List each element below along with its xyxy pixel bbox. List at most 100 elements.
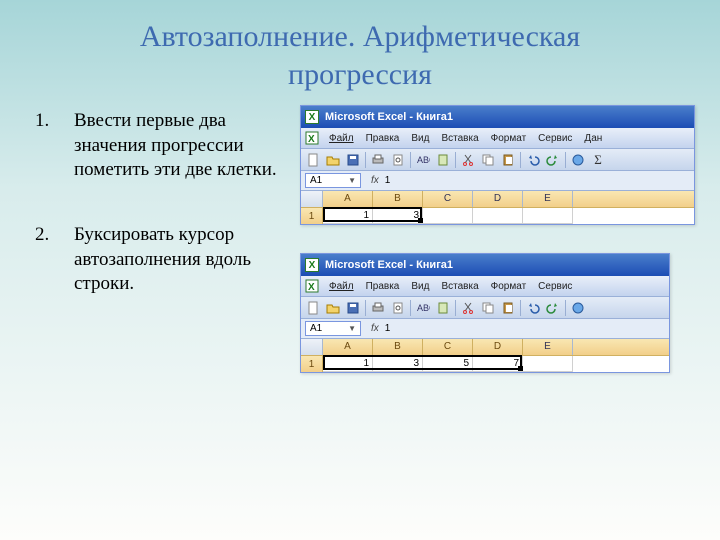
steps-list: Ввести первые два значения прогрессии по… — [20, 109, 300, 297]
research-icon[interactable] — [434, 299, 452, 317]
formula-value[interactable]: 1 — [385, 323, 391, 334]
hyperlink-icon[interactable] — [569, 151, 587, 169]
menu-view[interactable]: Вид — [406, 280, 434, 293]
spreadsheet-grid[interactable]: A B C D E 1 1 3 — [301, 191, 694, 224]
spelling-icon[interactable]: ABC — [414, 151, 432, 169]
cell[interactable] — [473, 208, 523, 224]
name-box[interactable]: A1▼ — [305, 321, 361, 336]
preview-icon[interactable] — [389, 299, 407, 317]
excel-app-icon: X — [305, 110, 319, 124]
col-header[interactable]: B — [373, 191, 423, 207]
col-header[interactable]: C — [423, 191, 473, 207]
select-all-corner[interactable] — [301, 339, 323, 355]
paste-icon[interactable] — [499, 151, 517, 169]
open-icon[interactable] — [324, 151, 342, 169]
col-header[interactable]: E — [523, 339, 573, 355]
new-icon[interactable] — [304, 299, 322, 317]
toolbar-separator — [565, 152, 566, 168]
cell[interactable]: 3 — [373, 356, 423, 372]
name-box[interactable]: A1▼ — [305, 173, 361, 188]
menu-edit[interactable]: Правка — [361, 280, 405, 293]
hyperlink-icon[interactable] — [569, 299, 587, 317]
menu-format[interactable]: Формат — [486, 132, 532, 145]
menubar: X Файл Правка Вид Вставка Формат Сервис — [301, 276, 669, 297]
window-titlebar: X Microsoft Excel - Книга1 — [301, 254, 669, 276]
window-title: Microsoft Excel - Книга1 — [325, 259, 453, 271]
toolbar-separator — [455, 152, 456, 168]
column-headers: A B C D E — [301, 191, 694, 208]
dropdown-icon[interactable]: ▼ — [348, 176, 356, 185]
open-icon[interactable] — [324, 299, 342, 317]
svg-text:ABC: ABC — [417, 303, 430, 313]
menu-format[interactable]: Формат — [486, 280, 532, 293]
preview-icon[interactable] — [389, 151, 407, 169]
excel-app-icon: X — [305, 258, 319, 272]
cell[interactable]: 3 — [373, 208, 423, 224]
screenshots-column: X Microsoft Excel - Книга1 X Файл Правка… — [300, 101, 700, 401]
formula-bar: A1▼ fx 1 — [301, 319, 669, 339]
cell[interactable] — [523, 356, 573, 372]
print-icon[interactable] — [369, 151, 387, 169]
menu-edit[interactable]: Правка — [361, 132, 405, 145]
menu-insert[interactable]: Вставка — [436, 280, 483, 293]
save-icon[interactable] — [344, 151, 362, 169]
col-header[interactable]: C — [423, 339, 473, 355]
new-icon[interactable] — [304, 151, 322, 169]
save-icon[interactable] — [344, 299, 362, 317]
cell[interactable] — [523, 208, 573, 224]
standard-toolbar: ABC Σ — [301, 149, 694, 171]
redo-icon[interactable] — [544, 299, 562, 317]
dropdown-icon[interactable]: ▼ — [348, 324, 356, 333]
autosum-icon[interactable]: Σ — [589, 151, 607, 169]
content-area: Ввести первые два значения прогрессии по… — [0, 101, 720, 401]
fx-label[interactable]: fx — [371, 323, 379, 334]
select-all-corner[interactable] — [301, 191, 323, 207]
cut-icon[interactable] — [459, 299, 477, 317]
table-row: 1 1 3 5 7 — [301, 356, 669, 372]
undo-icon[interactable] — [524, 299, 542, 317]
menu-file[interactable]: Файл — [324, 132, 359, 145]
undo-icon[interactable] — [524, 151, 542, 169]
row-header[interactable]: 1 — [301, 208, 323, 224]
print-icon[interactable] — [369, 299, 387, 317]
toolbar-separator — [365, 152, 366, 168]
cell[interactable]: 1 — [323, 208, 373, 224]
menu-insert[interactable]: Вставка — [436, 132, 483, 145]
menu-file[interactable]: Файл — [324, 280, 359, 293]
cell[interactable]: 1 — [323, 356, 373, 372]
copy-icon[interactable] — [479, 151, 497, 169]
research-icon[interactable] — [434, 151, 452, 169]
col-header[interactable]: A — [323, 339, 373, 355]
spelling-icon[interactable]: ABC — [414, 299, 432, 317]
col-header[interactable]: D — [473, 339, 523, 355]
col-header[interactable]: E — [523, 191, 573, 207]
fx-label[interactable]: fx — [371, 175, 379, 186]
cell[interactable]: 7 — [473, 356, 523, 372]
formula-bar: A1▼ fx 1 — [301, 171, 694, 191]
formula-value[interactable]: 1 — [385, 175, 391, 186]
slide-title: Автозаполнение. Арифметическая прогресси… — [0, 0, 720, 101]
table-row: 1 1 3 — [301, 208, 694, 224]
col-header[interactable]: B — [373, 339, 423, 355]
row-header[interactable]: 1 — [301, 356, 323, 372]
cell[interactable] — [423, 208, 473, 224]
copy-icon[interactable] — [479, 299, 497, 317]
instructions-column: Ввести первые два значения прогрессии по… — [20, 101, 300, 401]
menu-tools[interactable]: Сервис — [533, 280, 577, 293]
window-title: Microsoft Excel - Книга1 — [325, 111, 453, 123]
excel-screenshot-2: X Microsoft Excel - Книга1 X Файл Правка… — [300, 253, 670, 373]
col-header[interactable]: D — [473, 191, 523, 207]
list-item: Ввести первые два значения прогрессии по… — [54, 109, 300, 183]
col-header[interactable]: A — [323, 191, 373, 207]
menu-view[interactable]: Вид — [406, 132, 434, 145]
cut-icon[interactable] — [459, 151, 477, 169]
paste-icon[interactable] — [499, 299, 517, 317]
menu-tools[interactable]: Сервис — [533, 132, 577, 145]
spreadsheet-grid[interactable]: A B C D E 1 1 3 5 7 — [301, 339, 669, 372]
redo-icon[interactable] — [544, 151, 562, 169]
toolbar-separator — [365, 300, 366, 316]
cell[interactable]: 5 — [423, 356, 473, 372]
svg-text:ABC: ABC — [417, 155, 430, 165]
menu-data[interactable]: Дан — [579, 132, 607, 145]
toolbar-separator — [520, 152, 521, 168]
